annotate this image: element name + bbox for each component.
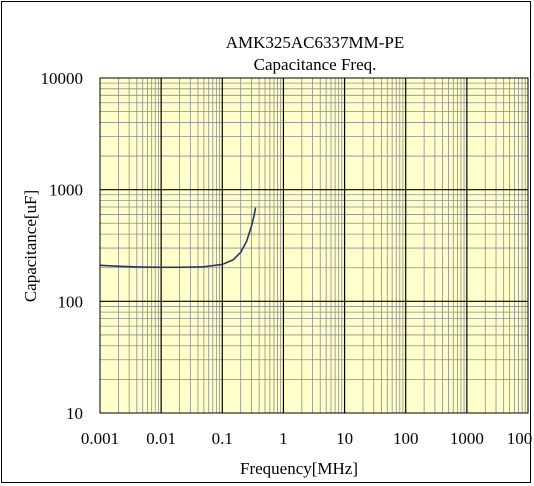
- plot-area: [100, 78, 528, 413]
- y-tick-label: 100: [58, 292, 84, 311]
- series-layer: [99, 207, 257, 269]
- y-tick-label: 1000: [49, 181, 83, 200]
- y-axis-label: Capacitance[uF]: [21, 190, 40, 302]
- capacitance-curve: [99, 207, 257, 269]
- chart-subtitle: Capacitance Freq.: [254, 55, 377, 74]
- x-tick-label: 100: [393, 429, 419, 448]
- x-tick-label: 1000: [450, 429, 484, 448]
- x-tick-label: 0.01: [146, 429, 176, 448]
- x-tick-label: 10000: [507, 429, 532, 448]
- y-tick-label: 10000: [41, 69, 84, 88]
- x-tick-label: 0.1: [212, 429, 233, 448]
- y-tick-label: 10: [66, 404, 83, 423]
- chart-title: AMK325AC6337MM-PE: [226, 33, 405, 52]
- y-tick-labels: 10 100 1000 10000: [41, 69, 84, 423]
- x-tick-label: 10: [336, 429, 353, 448]
- plot-border: [99, 77, 529, 414]
- x-tick-label: 0.001: [81, 429, 119, 448]
- major-gridlines: [100, 78, 528, 413]
- x-tick-label: 1: [279, 429, 288, 448]
- x-axis-label: Frequency[MHz]: [240, 459, 358, 478]
- x-tick-labels: 0.001 0.01 0.1 1 10 100 1000 10000: [81, 429, 532, 448]
- minor-gridlines: [100, 78, 528, 413]
